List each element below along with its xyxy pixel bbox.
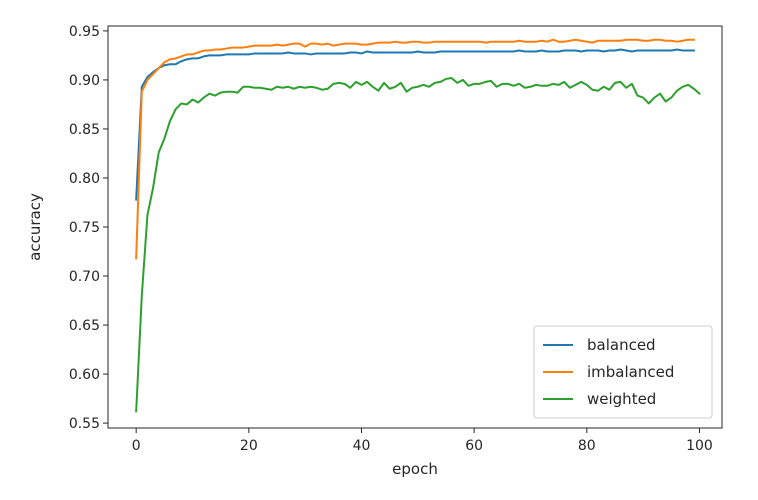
y-tick-label: 0.60 xyxy=(69,367,100,383)
x-tick-label: 20 xyxy=(240,438,258,454)
x-tick-label: 80 xyxy=(578,438,596,454)
y-tick-label: 0.90 xyxy=(69,73,100,89)
series-line-weighted xyxy=(135,76,701,413)
y-axis-ticks: 0.55 0.60 0.65 0.70 0.75 0.80 0.85 0.90 0.95 xyxy=(69,24,108,432)
y-tick-label: 0.80 xyxy=(69,171,100,187)
x-tick-label: 0 xyxy=(132,438,141,454)
y-tick-label: 0.75 xyxy=(69,220,100,236)
legend-label-weighted: weighted xyxy=(587,390,656,408)
y-axis-label: accuracy xyxy=(26,193,44,261)
y-tick-label: 0.85 xyxy=(69,122,100,138)
y-tick-label: 0.65 xyxy=(69,318,100,334)
x-tick-label: 60 xyxy=(465,438,483,454)
legend-label-balanced: balanced xyxy=(587,336,656,354)
y-tick-label: 0.55 xyxy=(69,416,100,432)
legend: balanced imbalanced weighted xyxy=(533,325,713,419)
x-axis-ticks: 0 20 40 60 80 100 xyxy=(132,428,713,454)
legend-box xyxy=(533,325,713,419)
series-line-balanced xyxy=(135,48,695,201)
series-line-imbalanced xyxy=(135,38,695,260)
y-tick-label: 0.70 xyxy=(69,269,100,285)
y-tick-label: 0.95 xyxy=(69,24,100,40)
x-tick-label: 100 xyxy=(686,438,713,454)
legend-label-imbalanced: imbalanced xyxy=(587,363,674,381)
x-tick-label: 40 xyxy=(353,438,371,454)
x-axis-label: epoch xyxy=(392,460,438,478)
series-lines xyxy=(135,38,701,413)
